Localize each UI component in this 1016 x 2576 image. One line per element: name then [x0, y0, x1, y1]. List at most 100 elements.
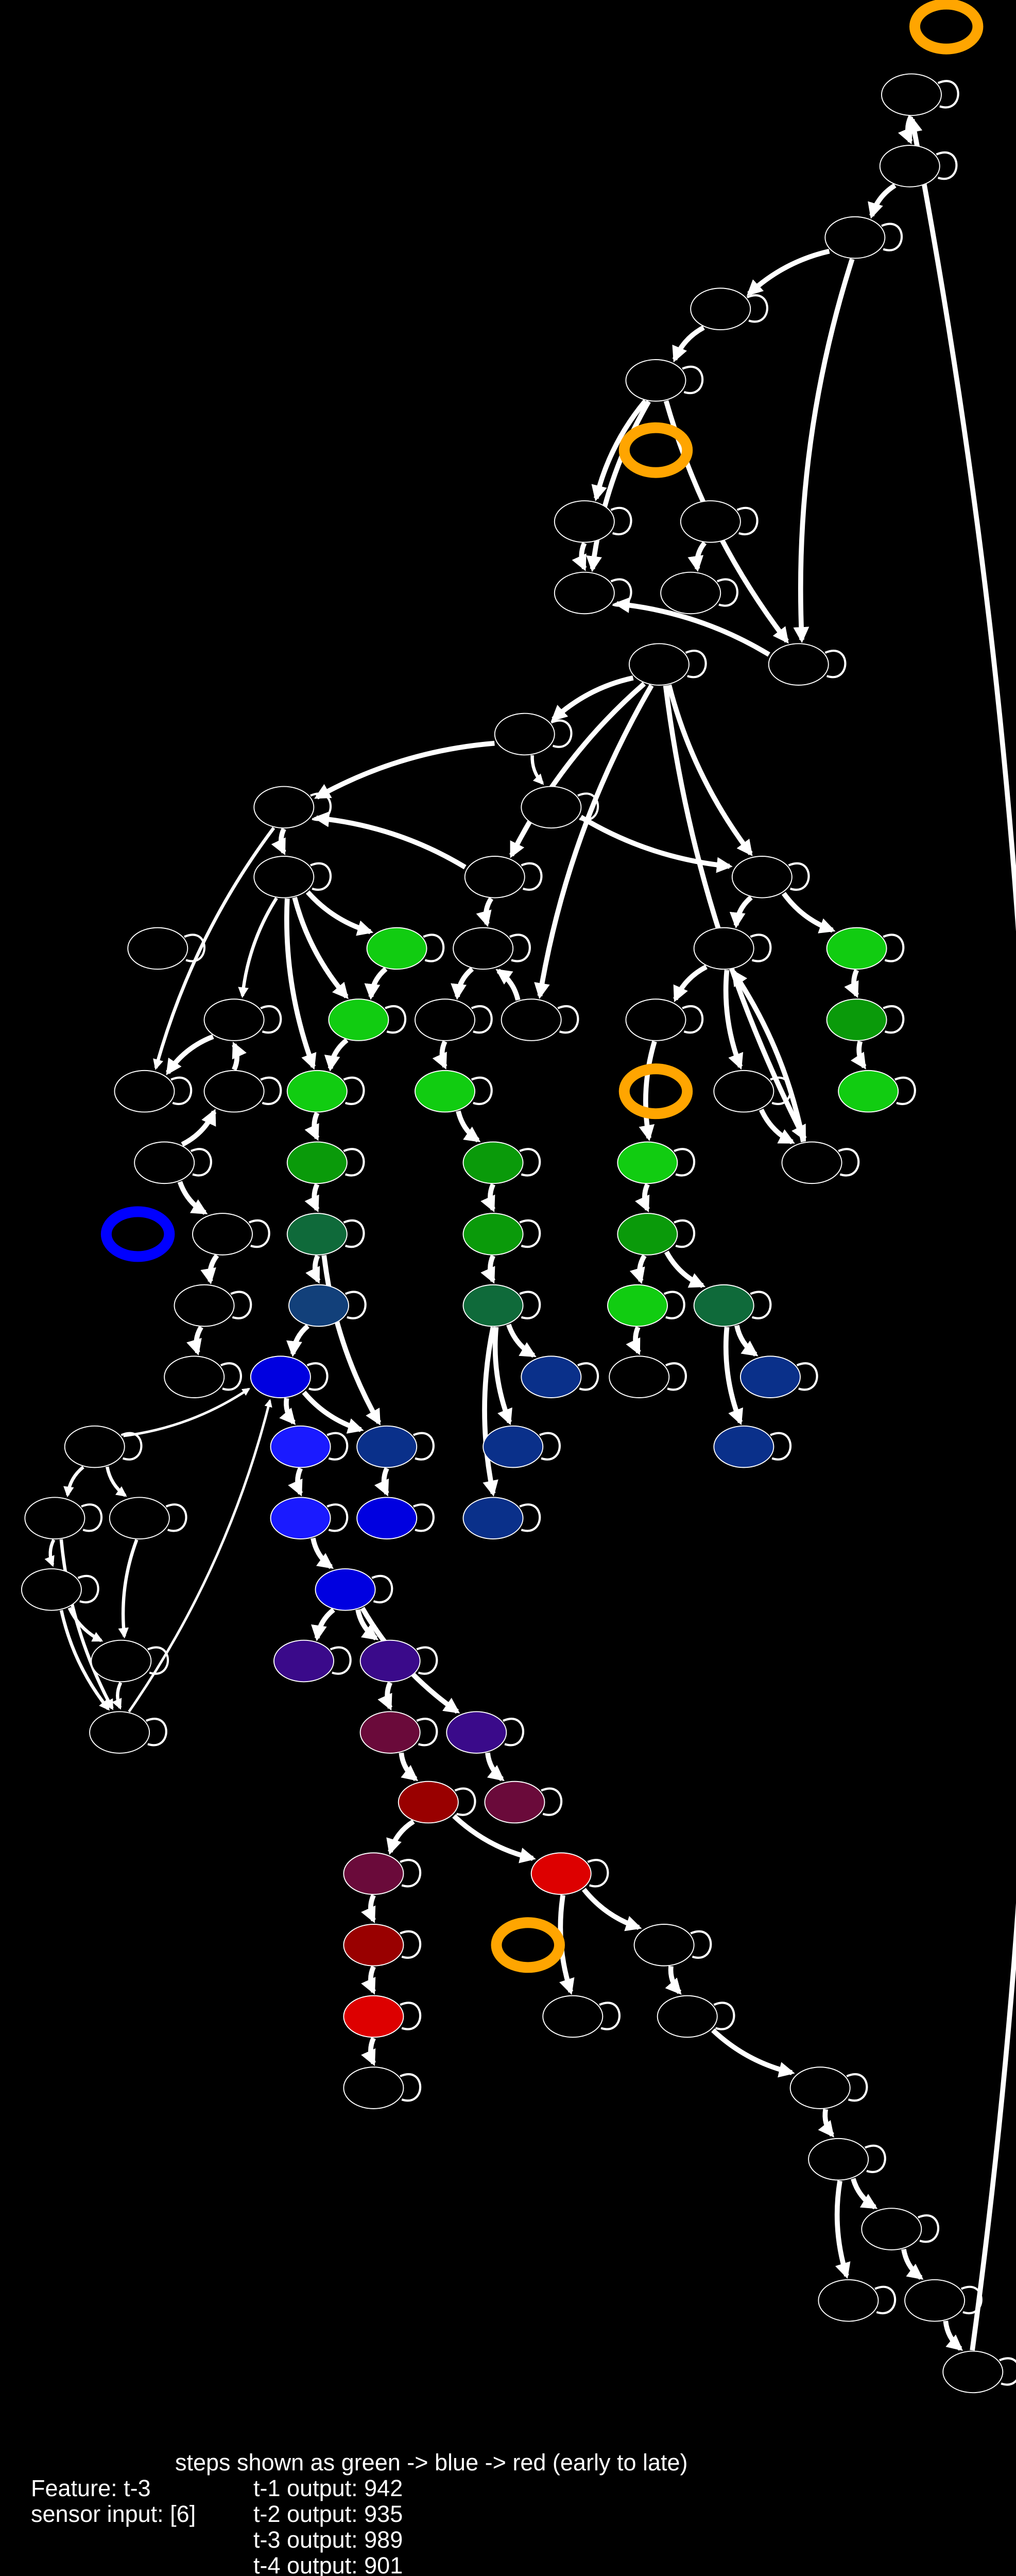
- state-node: [109, 1497, 187, 1540]
- node-ellipse: [625, 998, 686, 1041]
- self-loop: [343, 1219, 365, 1248]
- state-node: [625, 998, 704, 1041]
- node-ellipse: [250, 1355, 311, 1398]
- edge-arrow: [492, 1327, 512, 1426]
- node-ellipse: [273, 1639, 334, 1683]
- edge-arrow: [480, 1255, 496, 1284]
- edge-arrow: [850, 1040, 867, 1070]
- state-node: [174, 1284, 252, 1327]
- edge-arrow: [591, 399, 648, 502]
- state-node: [494, 713, 573, 756]
- edge-arrow: [629, 1254, 647, 1284]
- node-ellipse: [768, 643, 829, 686]
- node-ellipse: [690, 287, 751, 330]
- node-ellipse: [127, 927, 188, 970]
- edge-arrow: [128, 1399, 272, 1713]
- self-loop: [521, 862, 543, 891]
- self-loop: [690, 1930, 712, 1959]
- self-loop: [918, 2214, 940, 2243]
- state-node: [680, 500, 759, 543]
- edge-arrow: [868, 183, 897, 219]
- edge-arrow: [482, 1327, 498, 1497]
- edge-arrow: [586, 400, 651, 572]
- node-ellipse: [462, 1213, 524, 1256]
- self-loop: [260, 1076, 282, 1105]
- node-ellipse: [343, 2066, 404, 2109]
- node-ellipse: [446, 1711, 507, 1754]
- edge-arrow: [271, 827, 286, 855]
- self-loop: [937, 80, 959, 109]
- state-node: [826, 927, 905, 970]
- state-node: [660, 571, 738, 615]
- self-loop: [936, 151, 958, 180]
- state-node: [879, 145, 958, 188]
- state-node: [286, 1070, 365, 1113]
- edge-arrow: [361, 2037, 376, 2066]
- self-loop: [770, 1076, 792, 1105]
- state-node: [415, 1070, 493, 1113]
- self-loop: [385, 1005, 407, 1034]
- node-ellipse: [24, 1497, 85, 1540]
- self-loop: [400, 2073, 422, 2102]
- edge-arrow: [200, 1253, 219, 1285]
- edge-arrow: [314, 740, 495, 800]
- edge-arrow: [572, 542, 587, 571]
- edge-arrow: [374, 1467, 389, 1497]
- state-node: [273, 1639, 352, 1683]
- node-ellipse: [462, 1141, 524, 1184]
- edge-arrow: [506, 1324, 537, 1358]
- node-ellipse: [343, 1852, 404, 1895]
- node-ellipse: [270, 1497, 331, 1540]
- state-node: [24, 1497, 103, 1540]
- state-node: [192, 1213, 270, 1256]
- edge-arrow: [377, 1681, 393, 1711]
- edges: [44, 115, 1016, 2351]
- state-node: [359, 1639, 438, 1683]
- edge-arrow: [456, 1110, 481, 1143]
- node-ellipse: [192, 1213, 253, 1256]
- state-node: [739, 1355, 818, 1398]
- legend: Feature: t-3 steps shown as green -> blu…: [5, 2450, 688, 2576]
- self-loop: [999, 2357, 1016, 2386]
- state-node: [343, 2066, 422, 2109]
- self-loop: [77, 1574, 99, 1604]
- state-node: [127, 927, 206, 970]
- self-loop: [685, 650, 707, 679]
- state-node: [415, 998, 493, 1041]
- node-ellipse: [21, 1568, 82, 1611]
- node-ellipse: [680, 500, 741, 543]
- edge-arrow: [781, 892, 836, 934]
- self-loop: [190, 1148, 212, 1177]
- state-node: [657, 1995, 735, 2038]
- self-loop: [416, 1718, 438, 1747]
- self-loop: [541, 1787, 563, 1816]
- node-ellipse: [881, 73, 942, 116]
- node-ellipse: [789, 2066, 851, 2109]
- state-node: [203, 998, 282, 1041]
- node-ellipse: [617, 1213, 678, 1256]
- state-node: [904, 2279, 983, 2322]
- node-ellipse: [861, 2208, 922, 2250]
- self-loop: [713, 2002, 735, 2030]
- node-ellipse: [781, 1141, 842, 1184]
- self-loop: [682, 365, 704, 394]
- state-node: [64, 1425, 143, 1468]
- edge-arrow: [238, 897, 278, 998]
- state-node: [617, 1141, 696, 1184]
- node-ellipse: [359, 1711, 421, 1754]
- edge-arrow: [639, 1041, 657, 1142]
- edge-arrow: [901, 2248, 924, 2280]
- edge-arrow: [305, 890, 374, 936]
- node-ellipse: [203, 998, 265, 1041]
- self-loop: [736, 506, 759, 535]
- self-loop: [184, 934, 206, 962]
- node-ellipse: [521, 1355, 582, 1398]
- state-node: [343, 1924, 422, 1967]
- self-loop: [577, 792, 599, 821]
- node-ellipse: [826, 927, 887, 970]
- edge-arrow: [177, 1181, 208, 1215]
- edge-arrow: [550, 675, 634, 722]
- state-node: [328, 998, 407, 1041]
- node-ellipse: [713, 1425, 774, 1468]
- self-loop: [874, 2285, 897, 2314]
